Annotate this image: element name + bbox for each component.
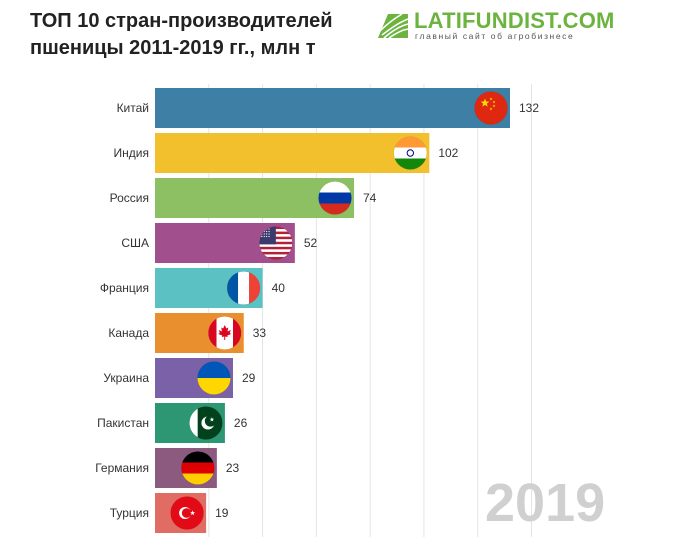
category-label: Франция — [100, 281, 149, 295]
value-label: 102 — [438, 146, 458, 160]
bar-row: Россия 74 — [110, 178, 377, 218]
chart-title: ТОП 10 стран-производителей пшеницы 2011… — [30, 8, 390, 62]
category-label: США — [121, 236, 149, 250]
bar-row: Пакистан 26 — [97, 403, 248, 443]
year-label: 2019 — [485, 473, 606, 533]
logo-name: LATIFUNDIST.COM — [414, 8, 615, 33]
bar-row: Германия 23 — [95, 448, 240, 488]
value-label: 74 — [363, 191, 377, 205]
bar-row: Турция 19 — [110, 493, 229, 533]
title-line-1: ТОП 10 стран-производителей — [30, 10, 333, 32]
category-label: Украина — [103, 371, 149, 385]
bar — [155, 88, 510, 128]
bar-row: Китай 132 — [117, 88, 539, 128]
russia-flag-icon — [318, 181, 352, 215]
logo-field-icon — [378, 13, 409, 39]
latifundist-logo: LATIFUNDIST.COM главный сайт об агробизн… — [376, 8, 626, 44]
bar-row: Украина 29 — [103, 358, 256, 398]
usa-flag-icon — [259, 226, 293, 260]
value-label: 23 — [226, 461, 240, 475]
bar-row: США 52 — [121, 223, 318, 263]
germany-flag-icon — [181, 451, 215, 485]
title-line-2: пшеницы 2011-2019 гг., млн т — [30, 37, 316, 59]
category-label: Россия — [110, 191, 149, 205]
value-label: 40 — [272, 281, 286, 295]
value-label: 29 — [242, 371, 256, 385]
category-label: Канада — [108, 326, 149, 340]
pakistan-flag-icon — [189, 406, 223, 440]
value-label: 33 — [253, 326, 267, 340]
india-flag-icon — [393, 136, 428, 170]
value-label: 26 — [234, 416, 248, 430]
china-flag-icon — [474, 91, 508, 125]
france-flag-icon — [226, 271, 261, 305]
category-label: Пакистан — [97, 416, 149, 430]
bars: Китай 132 Индия 102 Россия 74 США 52 Франция 40 Ка… — [95, 88, 539, 533]
logo-tagline: главный сайт об агробизнесе — [415, 31, 575, 41]
turkey-flag-icon — [170, 496, 204, 530]
value-label: 19 — [215, 506, 229, 520]
category-label: Индия — [114, 146, 149, 160]
value-label: 52 — [304, 236, 318, 250]
canada-flag-icon — [207, 316, 242, 350]
ukraine-flag-icon — [197, 361, 231, 395]
bar-row: Франция 40 — [100, 268, 285, 308]
category-label: Турция — [110, 506, 149, 520]
bar-row: Индия 102 — [114, 133, 459, 173]
category-label: Германия — [95, 461, 149, 475]
bar-row: Канада 33 — [108, 313, 266, 353]
value-label: 132 — [519, 101, 539, 115]
bar — [155, 133, 430, 173]
category-label: Китай — [117, 101, 149, 115]
